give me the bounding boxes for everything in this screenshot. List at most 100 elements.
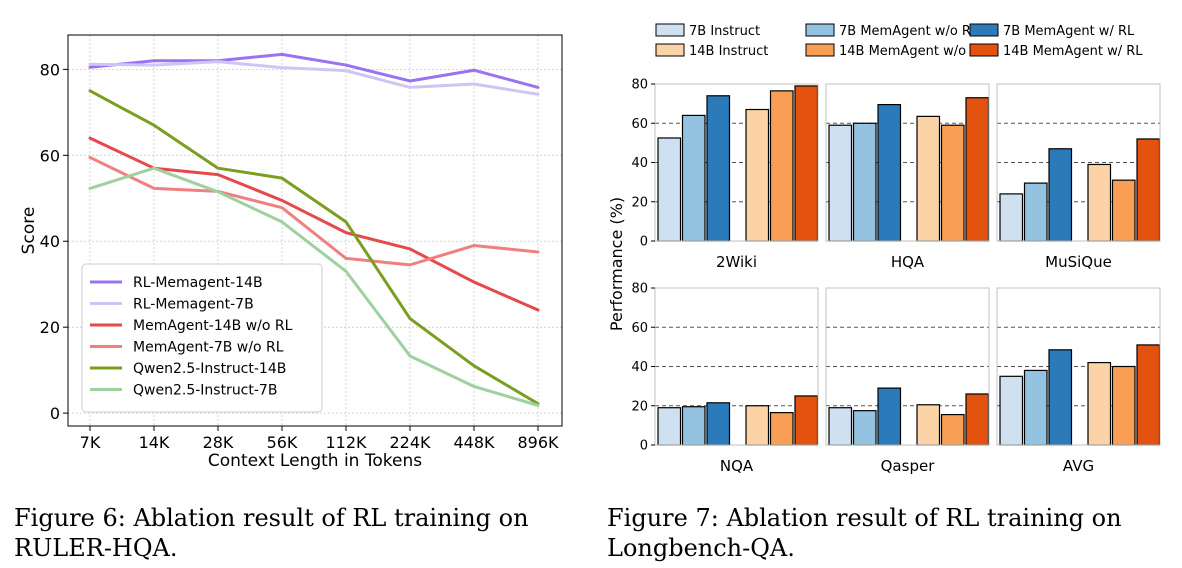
bar-musique-14b-instruct <box>1087 163 1112 242</box>
y-tick-label: 40 <box>40 232 60 251</box>
y-axis-label: Score <box>19 207 39 255</box>
panel-nqa: NQA 0 20 40 60 80 <box>631 282 819 475</box>
x-tick-label: 448K <box>453 433 495 452</box>
y-tick-label: 0 <box>640 235 648 250</box>
y-tick-label: 20 <box>40 318 60 337</box>
legend-label: Qwen2.5-Instruct-14B <box>133 361 286 377</box>
bar-avg-7b-instruct <box>999 375 1024 446</box>
series-lines <box>88 52 540 407</box>
legend-label: RL-Memagent-14B <box>133 275 263 291</box>
figure-6-caption-line-2: RULER-HQA. <box>14 534 178 562</box>
legend-label: RL-Memagent-7B <box>133 297 254 313</box>
bar-hqa-7b-instruct <box>828 124 853 242</box>
x-tick-label: 28K <box>203 433 234 452</box>
figure-7-bar-chart: 7B Instruct 7B MemAgent w/o RL 7B MemAgent… <box>607 23 1161 475</box>
panel-label: HQA <box>891 253 925 271</box>
bar-avg-7b-memagent-w-rl <box>1048 349 1073 446</box>
legend-swatch-7b-memagent-w-rl <box>969 23 999 37</box>
legend-label: 14B MemAgent w/o RL <box>839 44 987 59</box>
panel-hqa: HQA <box>825 83 990 271</box>
legend-label: 7B MemAgent w/ RL <box>1003 24 1135 39</box>
legend-swatch-7b-memagent-w-o-rl <box>805 23 835 37</box>
legend-label: 7B MemAgent w/o RL <box>839 24 979 39</box>
legend-label: 14B MemAgent w/ RL <box>1003 44 1143 59</box>
legend-label: MemAgent-14B w/o RL <box>133 318 293 334</box>
bar-qasper-14b-memagent-w-o-rl <box>940 413 965 446</box>
y-tick-label: 40 <box>631 360 648 375</box>
legend-box <box>81 263 323 413</box>
plot-frame <box>67 34 563 427</box>
figure-6-caption-line-1: Figure 6: Ablation result of RL training… <box>14 504 529 532</box>
bar-2wiki-14b-memagent-w-o-rl <box>769 90 794 242</box>
bar-musique-7b-memagent-w-o-rl <box>1023 182 1048 242</box>
panel-label: NQA <box>720 457 754 475</box>
bar-nqa-7b-memagent-w-o-rl <box>681 406 706 446</box>
legend-label: MemAgent-7B w/o RL <box>133 340 284 356</box>
y-tick-label: 20 <box>631 195 648 210</box>
x-tick-label: 224K <box>389 433 431 452</box>
bar-2wiki-7b-memagent-w-rl <box>706 95 731 242</box>
y-tick-label: 40 <box>631 156 648 171</box>
y-tick-label: 20 <box>631 399 648 414</box>
panel-qasper: Qasper <box>825 287 990 475</box>
figure-6-line-chart: 7K 14K 28K 56K 112K 224K 448K 896K 0 20 40 60 80 Cont… <box>19 34 563 471</box>
panel-label: MuSiQue <box>1045 253 1112 271</box>
bar-avg-14b-memagent-w-rl <box>1136 344 1161 446</box>
bar-musique-14b-memagent-w-rl <box>1136 138 1161 242</box>
x-axis-label: Context Length in Tokens <box>208 451 422 471</box>
series-line-memagent-14b-w-o-rl <box>88 136 540 312</box>
legend: RL-Memagent-14B RL-Memagent-7B MemAgent-14… <box>81 263 323 413</box>
bar-avg-14b-memagent-w-o-rl <box>1111 365 1136 446</box>
bar-avg-14b-instruct <box>1087 361 1112 446</box>
figure-7-caption: Figure 7: Ablation result of RL training… <box>607 503 1167 563</box>
legend-label: Qwen2.5-Instruct-7B <box>133 383 277 399</box>
legend: 7B Instruct 7B MemAgent w/o RL 7B MemAgent… <box>655 23 1143 59</box>
bar-nqa-14b-memagent-w-o-rl <box>769 412 794 446</box>
bar-hqa-14b-instruct <box>916 115 941 242</box>
x-tick-label: 56K <box>267 433 298 452</box>
legend-swatch-14b-memagent-w-o-rl <box>805 43 835 57</box>
bar-nqa-14b-instruct <box>745 405 770 446</box>
series-line-qwen2-5-instruct-14b <box>88 89 540 406</box>
x-tick-label: 7K <box>80 433 101 452</box>
figure-6-caption: Figure 6: Ablation result of RL training… <box>14 503 574 563</box>
bar-hqa-7b-memagent-w-rl <box>877 104 902 242</box>
panel-2wiki: 2Wiki 0 20 40 60 80 <box>631 78 819 271</box>
bar-avg-7b-memagent-w-o-rl <box>1023 369 1048 446</box>
x-tick-label: 14K <box>139 433 170 452</box>
legend-swatch-7b-instruct <box>655 23 685 37</box>
panel-label: Qasper <box>881 457 936 475</box>
bar-2wiki-7b-memagent-w-o-rl <box>681 114 706 242</box>
y-axis-label: Performance (%) <box>607 197 626 331</box>
y-axis-ticks: 0 20 40 60 80 <box>40 60 68 423</box>
panel-frame <box>996 83 1161 242</box>
bar-nqa-7b-instruct <box>657 407 682 446</box>
y-tick-label: 80 <box>631 78 648 93</box>
legend-swatch-14b-memagent-w-rl <box>969 43 999 57</box>
x-tick-label: 112K <box>325 433 367 452</box>
bar-musique-7b-memagent-w-rl <box>1048 148 1073 242</box>
bar-musique-7b-instruct <box>999 193 1024 242</box>
bar-qasper-7b-instruct <box>828 407 853 446</box>
figure-7-caption-line-1: Figure 7: Ablation result of RL training… <box>607 504 1122 532</box>
bar-musique-14b-memagent-w-o-rl <box>1111 179 1136 242</box>
bar-qasper-7b-memagent-w-o-rl <box>852 410 877 446</box>
panel-label: AVG <box>1063 457 1094 475</box>
bar-2wiki-14b-instruct <box>745 108 770 242</box>
panel-musique: MuSiQue <box>996 83 1161 271</box>
x-tick-label: 896K <box>517 433 559 452</box>
legend-label: 7B Instruct <box>689 24 760 39</box>
bar-nqa-14b-memagent-w-rl <box>794 395 819 446</box>
bar-qasper-7b-memagent-w-rl <box>877 387 902 446</box>
y-tick-label: 60 <box>631 117 648 132</box>
bar-2wiki-7b-instruct <box>657 137 682 242</box>
panel-frame <box>996 287 1161 446</box>
y-tick-label: 60 <box>40 146 60 165</box>
y-tick-label: 80 <box>40 60 60 79</box>
series-line-rl-memagent-7b <box>88 60 540 96</box>
panel-label: 2Wiki <box>716 253 757 271</box>
y-tick-label: 60 <box>631 321 648 336</box>
panel-frame <box>825 287 990 446</box>
series-line-qwen2-5-instruct-7b <box>88 166 540 407</box>
